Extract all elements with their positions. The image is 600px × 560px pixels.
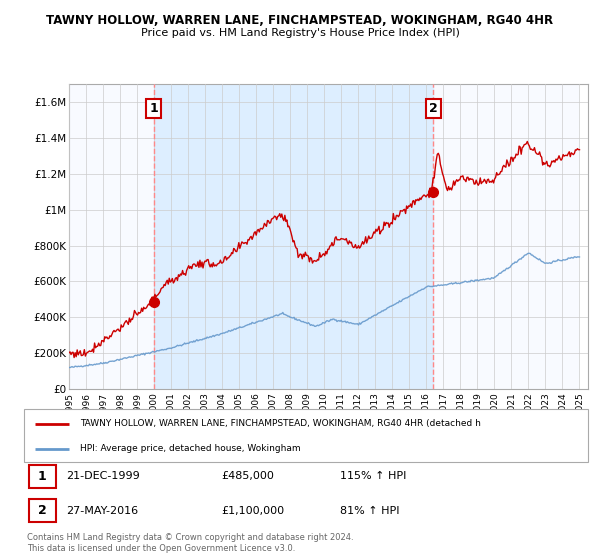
Text: 2: 2	[38, 504, 46, 517]
FancyBboxPatch shape	[29, 465, 56, 488]
Text: 1: 1	[149, 102, 158, 115]
FancyBboxPatch shape	[24, 409, 588, 462]
FancyBboxPatch shape	[29, 500, 56, 522]
Text: Price paid vs. HM Land Registry's House Price Index (HPI): Price paid vs. HM Land Registry's House …	[140, 28, 460, 38]
Text: 81% ↑ HPI: 81% ↑ HPI	[340, 506, 400, 516]
Text: £485,000: £485,000	[221, 472, 274, 482]
Text: 27-MAY-2016: 27-MAY-2016	[66, 506, 139, 516]
Text: Contains HM Land Registry data © Crown copyright and database right 2024.
This d: Contains HM Land Registry data © Crown c…	[27, 533, 353, 553]
Bar	[580, 84, 600, 389]
Text: TAWNY HOLLOW, WARREN LANE, FINCHAMPSTEAD, WOKINGHAM, RG40 4HR (detached h: TAWNY HOLLOW, WARREN LANE, FINCHAMPSTEAD…	[80, 419, 481, 428]
Text: 1: 1	[38, 470, 46, 483]
Text: TAWNY HOLLOW, WARREN LANE, FINCHAMPSTEAD, WOKINGHAM, RG40 4HR: TAWNY HOLLOW, WARREN LANE, FINCHAMPSTEAD…	[46, 14, 554, 27]
Bar	[154, 84, 433, 389]
Text: 115% ↑ HPI: 115% ↑ HPI	[340, 472, 406, 482]
Text: 2: 2	[429, 102, 437, 115]
Text: HPI: Average price, detached house, Wokingham: HPI: Average price, detached house, Woki…	[80, 444, 301, 453]
Text: £1,100,000: £1,100,000	[221, 506, 284, 516]
Text: 21-DEC-1999: 21-DEC-1999	[66, 472, 140, 482]
